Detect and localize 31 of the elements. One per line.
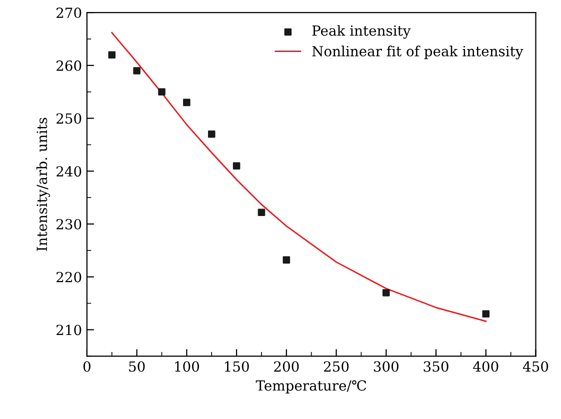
- y-tick-label: 210: [56, 324, 82, 336]
- x-tick-label: 450: [522, 361, 548, 372]
- point: [258, 208, 266, 216]
- point: [282, 256, 290, 264]
- point: [158, 88, 166, 96]
- x-tick-label: 100: [175, 361, 200, 372]
- x-tick-label: 50: [129, 361, 145, 372]
- y-tick-label: 270: [56, 8, 82, 18]
- legend-label: Nonlinear fit of peak intensity: [312, 46, 524, 60]
- point: [232, 162, 240, 170]
- x-tick-label: 350: [424, 361, 448, 372]
- x-tick-label: 150: [224, 361, 249, 372]
- point: [133, 67, 140, 74]
- x-tick-label: 0: [83, 361, 90, 372]
- point: [482, 310, 490, 318]
- y-axis-title: Intensity/arb. units: [36, 118, 50, 251]
- y-tick-label: 250: [56, 113, 82, 124]
- x-tick-label: 250: [324, 361, 349, 372]
- y-tick-label: 260: [56, 60, 82, 71]
- y-tick-label: 240: [56, 166, 82, 177]
- y-tick-label: 220: [56, 272, 82, 282]
- x-tick-label: 400: [473, 361, 498, 372]
- legend-label: Peak intensity: [312, 25, 411, 39]
- x-axis-title: Temperature/℃: [256, 380, 366, 394]
- point: [108, 51, 116, 58]
- y-tick-label: 230: [56, 218, 82, 230]
- x-tick-label: 300: [374, 361, 398, 372]
- point: [183, 98, 190, 106]
- point: [208, 130, 216, 138]
- x-tick-label: 200: [274, 361, 299, 372]
- point: [382, 289, 390, 296]
